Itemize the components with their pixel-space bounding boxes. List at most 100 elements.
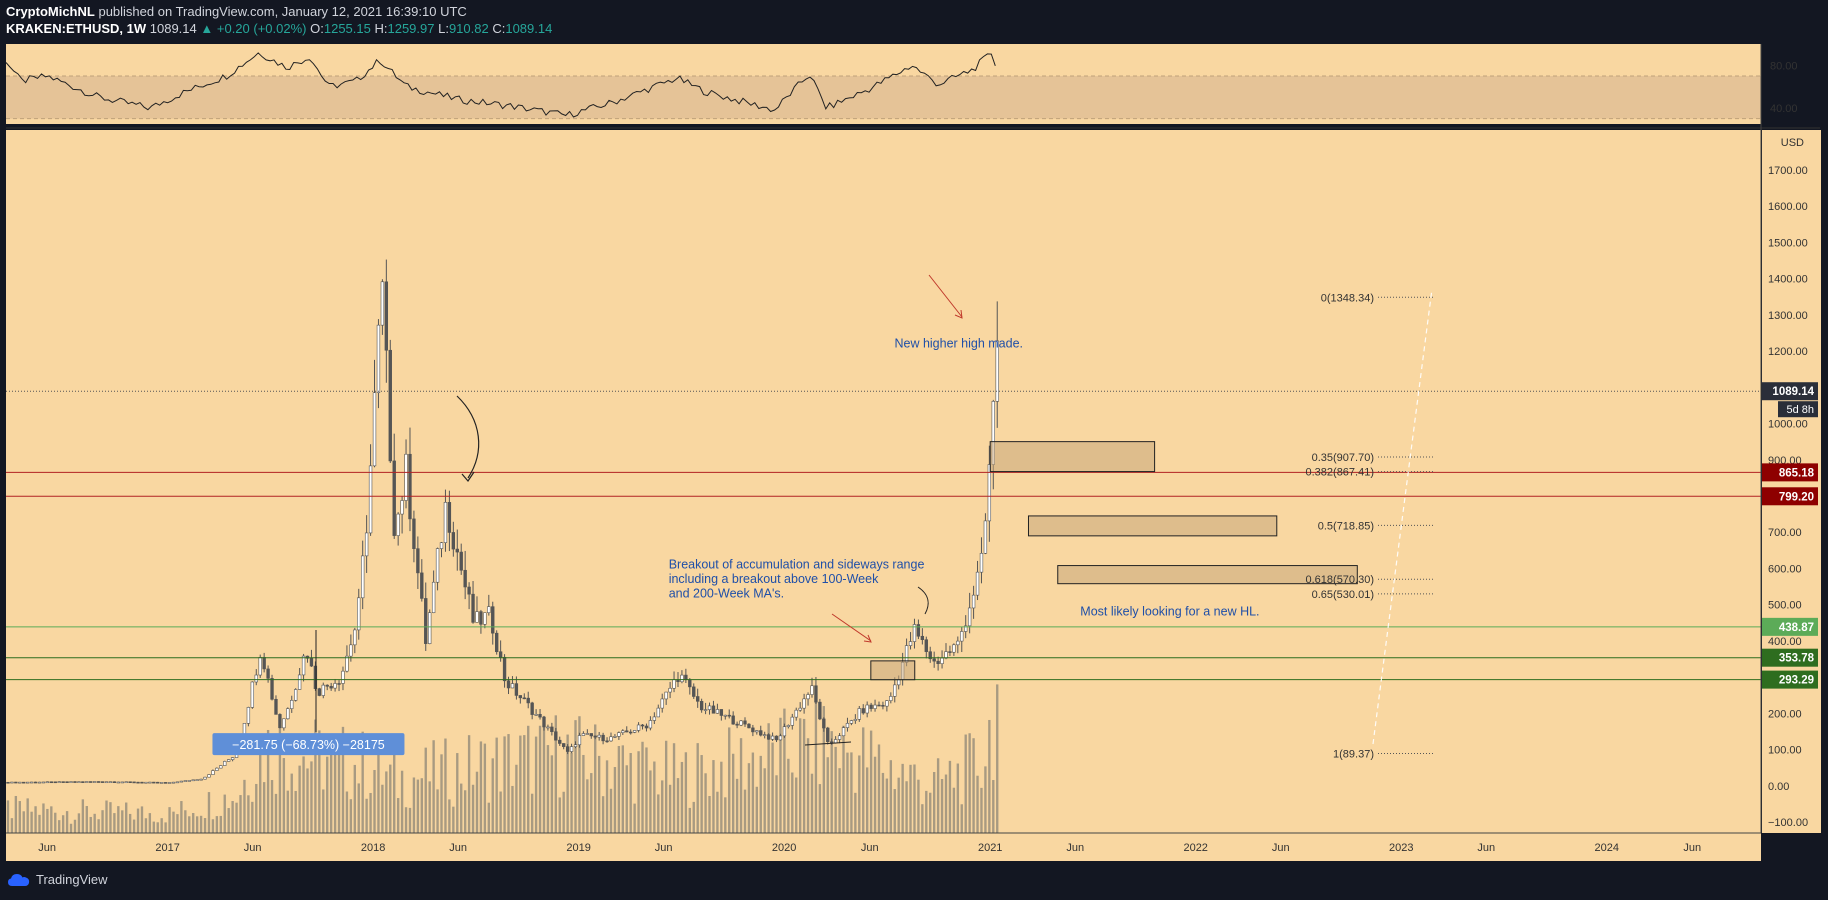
- candle-body-down: [518, 695, 523, 699]
- volume-bar: [976, 775, 979, 833]
- candle-body-down: [459, 551, 463, 571]
- candle: [743, 717, 747, 727]
- annotation-text[interactable]: Most likely looking for a new HL.: [1080, 605, 1259, 619]
- candle: [207, 774, 211, 778]
- volume-bar: [440, 754, 443, 833]
- volume-bar: [460, 783, 463, 833]
- candle-body-up: [108, 781, 113, 783]
- time-axis[interactable]: Jun 2017 Jun 2018 Jun 2019 Jun 2020 Jun 2021 Jun 20…: [38, 842, 1701, 854]
- fib-label: 0.35(907.70): [1312, 452, 1374, 464]
- volume-bar: [207, 792, 211, 833]
- candle-body-up: [778, 735, 783, 741]
- volume-bar: [542, 716, 546, 833]
- measure-label[interactable]: −281.75 (−68.73%) −28175: [212, 733, 405, 756]
- volume-bar: [680, 761, 684, 833]
- bottom-arrow[interactable]: [804, 741, 852, 746]
- zone-box[interactable]: [1027, 515, 1278, 537]
- candle: [408, 427, 412, 532]
- candle-body-down: [916, 624, 921, 637]
- candle-body-down: [451, 532, 456, 550]
- volume-bar: [349, 799, 353, 833]
- candle-body-down: [65, 781, 69, 783]
- candle: [723, 714, 727, 720]
- symbol-name[interactable]: KRAKEN:ETHUSD, 1W: [6, 21, 147, 36]
- volume-bar: [97, 819, 100, 833]
- volume-bar: [814, 695, 818, 833]
- candle-body-up: [124, 781, 128, 784]
- volume-bar: [329, 739, 333, 833]
- volume-bar: [779, 717, 782, 833]
- curved-arrow[interactable]: [456, 395, 480, 479]
- candle: [487, 594, 491, 616]
- candle: [727, 709, 731, 719]
- volume-bar: [322, 789, 325, 833]
- candle: [794, 707, 798, 721]
- volume-bar: [645, 747, 648, 833]
- candle: [404, 439, 408, 509]
- annotation-text[interactable]: including a breakout above 100-Week: [669, 572, 879, 586]
- volume-bar: [739, 738, 743, 833]
- current-price-text: 1089.14: [1772, 386, 1814, 398]
- candle: [802, 693, 806, 714]
- candle-body-up: [372, 392, 377, 467]
- candle: [246, 706, 251, 727]
- candle-body-up: [376, 324, 381, 394]
- fib-diagonal: [1372, 288, 1433, 745]
- candle-body-up: [597, 734, 601, 738]
- volume-bar: [294, 790, 297, 833]
- price-axis-bg: [1762, 130, 1821, 833]
- volume-bar: [834, 746, 837, 833]
- candle: [806, 692, 810, 706]
- main-pane-bg[interactable]: [6, 130, 1761, 833]
- candle-body-down: [766, 734, 771, 740]
- red-arrow-mid[interactable]: [831, 613, 872, 642]
- annotation-text[interactable]: New higher high made.: [894, 336, 1023, 350]
- candle: [85, 781, 89, 783]
- volume-bar: [964, 734, 967, 833]
- breakout-arrow[interactable]: [917, 586, 929, 615]
- candle-body-up: [885, 700, 889, 707]
- volume-bar: [653, 761, 656, 833]
- candle-body-up: [85, 781, 89, 783]
- measure-box[interactable]: [212, 733, 405, 756]
- candle-body-up: [179, 780, 184, 783]
- candle: [617, 731, 621, 740]
- volume-bar: [195, 816, 199, 833]
- candle-body-up: [77, 781, 81, 783]
- tradingview-logo[interactable]: TradingView: [8, 872, 108, 887]
- candle: [759, 725, 763, 737]
- candle-body-up: [203, 776, 207, 780]
- candle-body-up: [798, 707, 802, 711]
- author-name[interactable]: CryptoMichNL: [6, 4, 95, 19]
- time-tick-label: Jun: [1272, 842, 1290, 854]
- candle: [609, 732, 613, 742]
- zone-box[interactable]: [1057, 565, 1358, 585]
- red-arrow-top[interactable]: [928, 274, 963, 318]
- volume-bar: [795, 777, 798, 833]
- candle: [325, 684, 329, 691]
- volume-bar: [692, 801, 695, 833]
- volume-bar: [728, 727, 731, 833]
- red-arrowhead-mid: [863, 634, 872, 643]
- candle-body-up: [297, 674, 302, 690]
- candle-body-down: [132, 781, 136, 784]
- zone-box[interactable]: [989, 441, 1156, 473]
- candle: [108, 781, 113, 783]
- candle: [916, 619, 921, 640]
- candle: [140, 781, 144, 784]
- candle: [885, 700, 889, 712]
- annotation-text[interactable]: and 200-Week MA's.: [669, 586, 784, 600]
- volume-bar: [523, 735, 526, 833]
- candle: [589, 733, 593, 739]
- candle: [195, 779, 199, 781]
- volume-bar: [416, 779, 420, 833]
- candle-body-up: [10, 781, 14, 784]
- annotation-text[interactable]: Breakout of accumulation and sideways ra…: [669, 557, 925, 571]
- price-axis[interactable]: −100.000.00100.00200.00300.00400.00500.0…: [1762, 130, 1821, 833]
- candle: [565, 744, 570, 755]
- zone-box[interactable]: [870, 660, 916, 681]
- volume-bar: [428, 781, 431, 833]
- volume-bar: [215, 816, 219, 833]
- volume-bar: [148, 813, 152, 833]
